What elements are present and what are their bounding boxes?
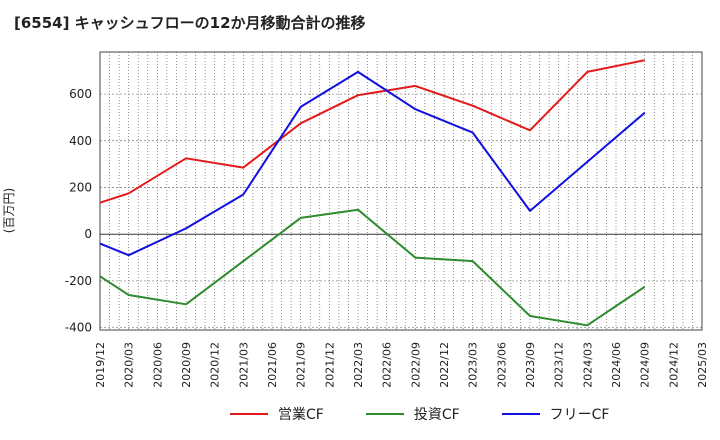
legend-item: 投資CF — [365, 404, 460, 424]
legend-swatch — [365, 413, 404, 415]
x-tick-label: 2020/12 — [209, 342, 222, 388]
x-tick-label: 2024/06 — [610, 342, 623, 388]
y-tick-label: 200 — [69, 180, 92, 194]
x-tick-label: 2021/12 — [323, 342, 336, 388]
x-tick-label: 2024/12 — [667, 342, 680, 388]
series-line-0 — [99, 59, 645, 204]
legend: 営業CF 投資CF フリーCF — [230, 404, 609, 424]
legend-swatch — [501, 413, 540, 415]
x-tick-label: 2023/12 — [553, 342, 566, 388]
x-tick-label: 2021/06 — [266, 342, 279, 388]
x-tick-label: 2020/03 — [123, 342, 136, 388]
x-tick-label: 2022/06 — [381, 342, 394, 388]
x-tick-label: 2022/09 — [409, 342, 422, 388]
x-tick-label: 2020/06 — [151, 342, 164, 388]
y-tick-label: 600 — [69, 87, 92, 101]
chart-title: [6554] キャッシュフローの12か月移動合計の推移 — [14, 14, 366, 32]
x-tick-label: 2022/03 — [352, 342, 365, 388]
plot-area — [100, 52, 702, 330]
x-tick-label: 2020/09 — [180, 342, 193, 388]
legend-item: 営業CF — [230, 404, 324, 424]
legend-label: フリーCF — [549, 407, 610, 423]
legend-item: フリーCF — [501, 404, 610, 424]
legend-swatch — [230, 413, 268, 415]
x-tick-label: 2023/06 — [495, 342, 508, 388]
series-line-2 — [99, 70, 646, 257]
y-tick-label: 400 — [69, 134, 92, 148]
x-tick-label: 2024/03 — [581, 342, 594, 388]
x-tick-label: 2021/09 — [295, 342, 308, 388]
plot-border — [99, 51, 703, 331]
x-tick-label: 2023/03 — [467, 342, 480, 388]
chart-plot: -400 -200 0 200 400 600 2019/12 2020/03 2020/06 2… — [65, 51, 709, 388]
series-line-1 — [99, 208, 646, 327]
y-tick-label: 0 — [84, 227, 92, 241]
legend-label: 投資CF — [413, 407, 460, 423]
x-tick-label: 2019/12 — [94, 342, 107, 388]
x-tick-label: 2024/09 — [639, 342, 652, 388]
x-tick-label: 2021/03 — [237, 342, 250, 388]
x-tick-label: 2022/12 — [438, 342, 451, 388]
y-tick-label: -200 — [65, 274, 92, 288]
y-tick-label: -400 — [65, 321, 92, 335]
x-tick-label: 2025/03 — [696, 342, 709, 388]
x-tick-label: 2023/09 — [524, 342, 537, 388]
legend-label: 営業CF — [278, 407, 324, 423]
